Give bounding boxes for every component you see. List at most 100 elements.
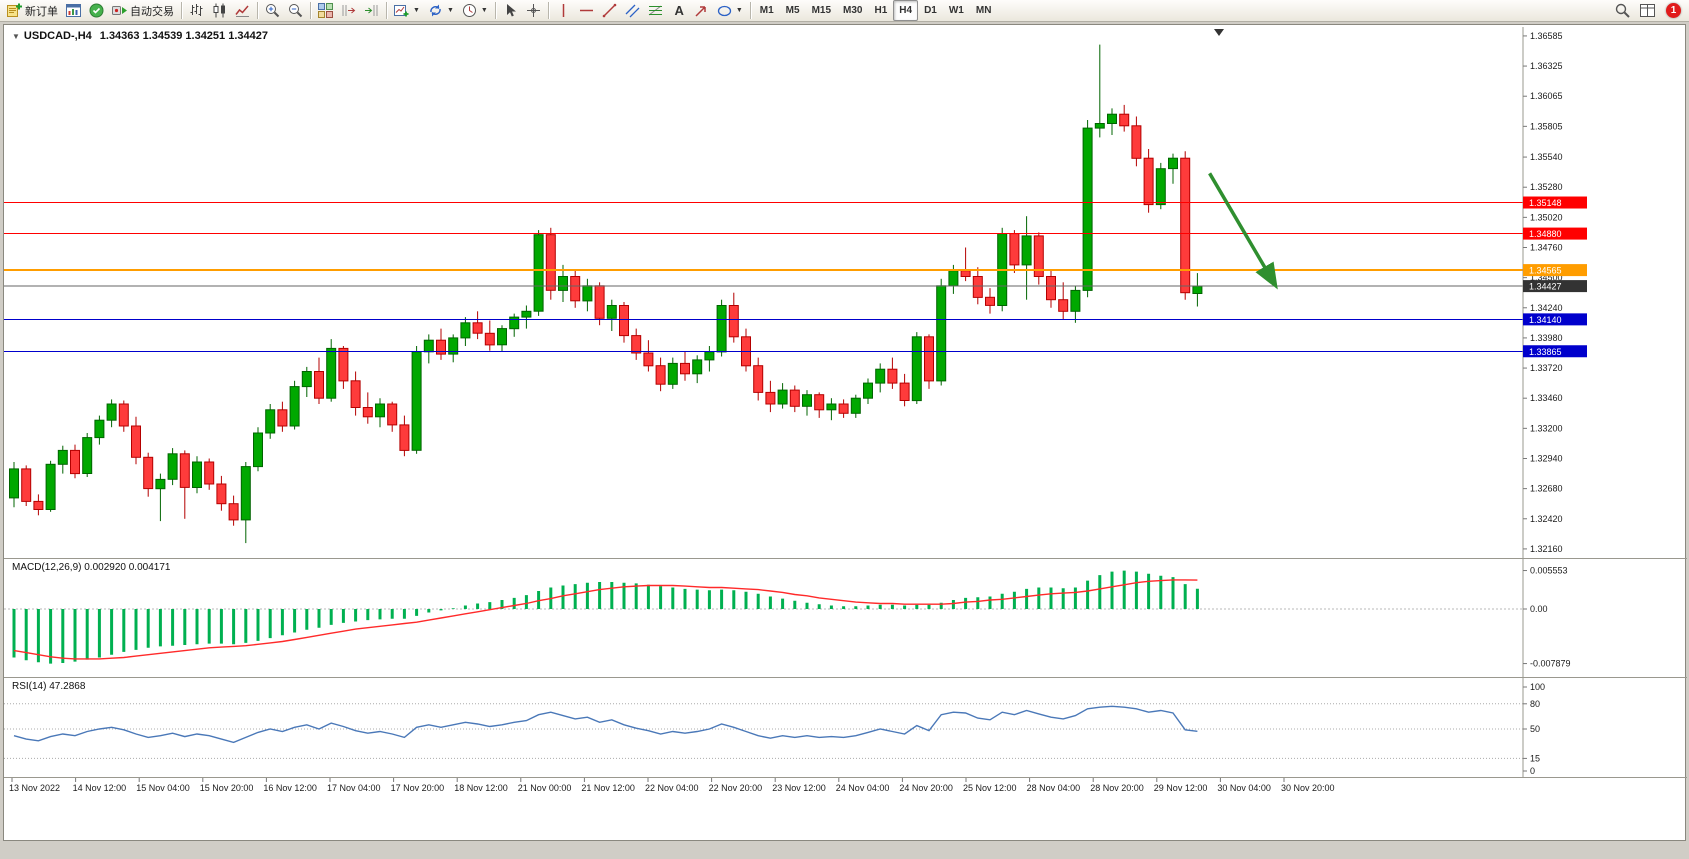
vertical-line-icon xyxy=(556,3,571,18)
macd-signal-line xyxy=(13,579,1198,660)
svg-text:24 Nov 20:00: 24 Nov 20:00 xyxy=(899,783,953,793)
timeframe-m5-button[interactable]: M5 xyxy=(785,5,800,16)
tile-windows-button[interactable] xyxy=(314,0,337,21)
svg-text:22 Nov 04:00: 22 Nov 04:00 xyxy=(645,783,699,793)
svg-text:28 Nov 20:00: 28 Nov 20:00 xyxy=(1090,783,1144,793)
trend-arrow-annotation[interactable] xyxy=(1208,172,1278,290)
timeframe-w1-button[interactable]: W1 xyxy=(948,5,964,16)
cursor-button[interactable] xyxy=(499,0,522,21)
toolbar-separator xyxy=(494,2,496,19)
horizontal-line-icon xyxy=(579,3,594,18)
cursor-icon xyxy=(503,3,518,18)
svg-text:1.32680: 1.32680 xyxy=(1530,484,1563,494)
bars-chart-icon xyxy=(189,3,204,18)
period-button[interactable]: ▼ xyxy=(458,0,492,21)
svg-text:0: 0 xyxy=(1530,766,1535,776)
svg-text:17 Nov 20:00: 17 Nov 20:00 xyxy=(391,783,445,793)
candlestick-chart-icon xyxy=(212,3,227,18)
profiles-button[interactable]: ▼ xyxy=(424,0,458,21)
timeframe-m15-button[interactable]: M15 xyxy=(811,5,832,16)
auto-trading-button[interactable]: 自动交易 xyxy=(108,0,178,21)
svg-text:1.35148: 1.35148 xyxy=(1529,198,1562,208)
svg-text:1.34240: 1.34240 xyxy=(1530,303,1563,313)
new-chart-button[interactable]: ▼ xyxy=(390,0,424,21)
svg-text:1.32420: 1.32420 xyxy=(1530,514,1563,524)
scroll-to-end-marker-icon[interactable] xyxy=(1214,29,1224,36)
svg-text:0.005553: 0.005553 xyxy=(1530,566,1568,576)
toolbar-separator xyxy=(386,2,387,19)
svg-text:1.36065: 1.36065 xyxy=(1530,91,1563,101)
fibonacci-button[interactable] xyxy=(644,0,667,21)
svg-text:A: A xyxy=(674,3,684,18)
timeframe-mn-button[interactable]: MN xyxy=(975,5,992,16)
chart-shift-icon xyxy=(341,3,356,18)
price-level-label xyxy=(1523,345,1587,358)
text-icon: A xyxy=(671,3,686,18)
shapes-button[interactable]: ▼ xyxy=(713,0,747,21)
svg-text:1.34565: 1.34565 xyxy=(1529,266,1562,276)
vertical-line-button[interactable] xyxy=(552,0,575,21)
auto-scroll-button[interactable] xyxy=(360,0,383,21)
text-button[interactable]: A xyxy=(667,0,690,21)
channel-icon xyxy=(625,3,640,18)
symbol-search-button[interactable] xyxy=(1611,0,1634,21)
dropdown-caret-icon: ▼ xyxy=(446,7,454,14)
bars-chart-button[interactable] xyxy=(185,0,208,21)
new-order-button-label: 新订单 xyxy=(25,5,58,18)
svg-text:25 Nov 12:00: 25 Nov 12:00 xyxy=(963,783,1017,793)
timeframe-h4-button[interactable]: H4 xyxy=(893,0,919,21)
candlestick-chart-button[interactable] xyxy=(208,0,231,21)
svg-text:1.35280: 1.35280 xyxy=(1530,182,1563,192)
svg-text:0.00: 0.00 xyxy=(1530,604,1548,614)
dropdown-caret-icon: ▼ xyxy=(413,7,420,14)
time-axis[interactable]: 13 Nov 2022 14 Nov 12:00 15 Nov 04:00 15 No… xyxy=(4,777,1687,794)
svg-text:14 Nov 12:00: 14 Nov 12:00 xyxy=(73,783,127,793)
chart-canvas[interactable]: 13 Nov 2022 14 Nov 12:00 15 Nov 04:00 15 No… xyxy=(4,25,1687,842)
svg-text:-0.007879: -0.007879 xyxy=(1530,659,1571,669)
trendline-button[interactable] xyxy=(598,0,621,21)
chart-window[interactable]: 13 Nov 2022 14 Nov 12:00 15 Nov 04:00 15 No… xyxy=(3,24,1687,842)
market-watch-button[interactable] xyxy=(85,0,108,21)
chart-shift-button[interactable] xyxy=(337,0,360,21)
rsi-pane[interactable] xyxy=(4,703,1523,759)
notification-badge[interactable]: 1 xyxy=(1666,3,1681,18)
toolbar-buttons: 新订单 自动交易 ▼ ▼ ▼ A ▼ M1 M5 M15 M30 H1 H4 D1 W1 MN xyxy=(3,0,1611,21)
line-chart-icon xyxy=(235,3,250,18)
timeframe-d1-button[interactable]: D1 xyxy=(924,5,937,16)
chart-window-icon xyxy=(66,3,81,18)
zoom-out-button[interactable] xyxy=(284,0,307,21)
svg-text:1.34500: 1.34500 xyxy=(1530,273,1563,283)
channel-button[interactable] xyxy=(621,0,644,21)
horizontal-line-button[interactable] xyxy=(575,0,598,21)
main-price-pane[interactable] xyxy=(4,29,1523,544)
svg-text:21 Nov 00:00: 21 Nov 00:00 xyxy=(518,783,572,793)
price-scale[interactable]: 1.36585 1.36325 1.36065 1.35805 1.35540 1.352… xyxy=(1522,27,1587,777)
profiles-icon xyxy=(428,3,443,18)
price-level-label xyxy=(1523,313,1587,326)
toolbar-separator xyxy=(257,2,258,19)
timeframe-h1-button[interactable]: H1 xyxy=(874,5,888,16)
line-chart-button[interactable] xyxy=(231,0,254,21)
new-order-button[interactable]: 新订单 xyxy=(3,0,62,21)
data-window-button[interactable] xyxy=(1636,0,1659,21)
svg-text:17 Nov 04:00: 17 Nov 04:00 xyxy=(327,783,381,793)
svg-text:28 Nov 04:00: 28 Nov 04:00 xyxy=(1027,783,1081,793)
svg-text:50: 50 xyxy=(1530,724,1540,734)
tile-windows-icon xyxy=(318,3,333,18)
new-order-icon xyxy=(7,3,22,18)
crosshair-button[interactable] xyxy=(522,0,545,21)
zoom-in-button[interactable] xyxy=(261,0,284,21)
timeframe-m1-button[interactable]: M1 xyxy=(759,5,774,16)
arrows-button[interactable] xyxy=(690,0,713,21)
svg-text:1.33980: 1.33980 xyxy=(1530,333,1563,343)
search-icon xyxy=(1615,3,1630,18)
arrow-label-icon xyxy=(694,3,709,18)
svg-text:80: 80 xyxy=(1530,699,1540,709)
crosshair-icon xyxy=(526,3,541,18)
charts-button[interactable] xyxy=(62,0,85,21)
toolbar-separator xyxy=(181,2,182,19)
trendline-icon xyxy=(602,3,617,18)
timeframe-m30-button[interactable]: M30 xyxy=(843,5,863,16)
macd-pane[interactable] xyxy=(4,570,1523,664)
svg-text:1.35540: 1.35540 xyxy=(1530,152,1563,162)
